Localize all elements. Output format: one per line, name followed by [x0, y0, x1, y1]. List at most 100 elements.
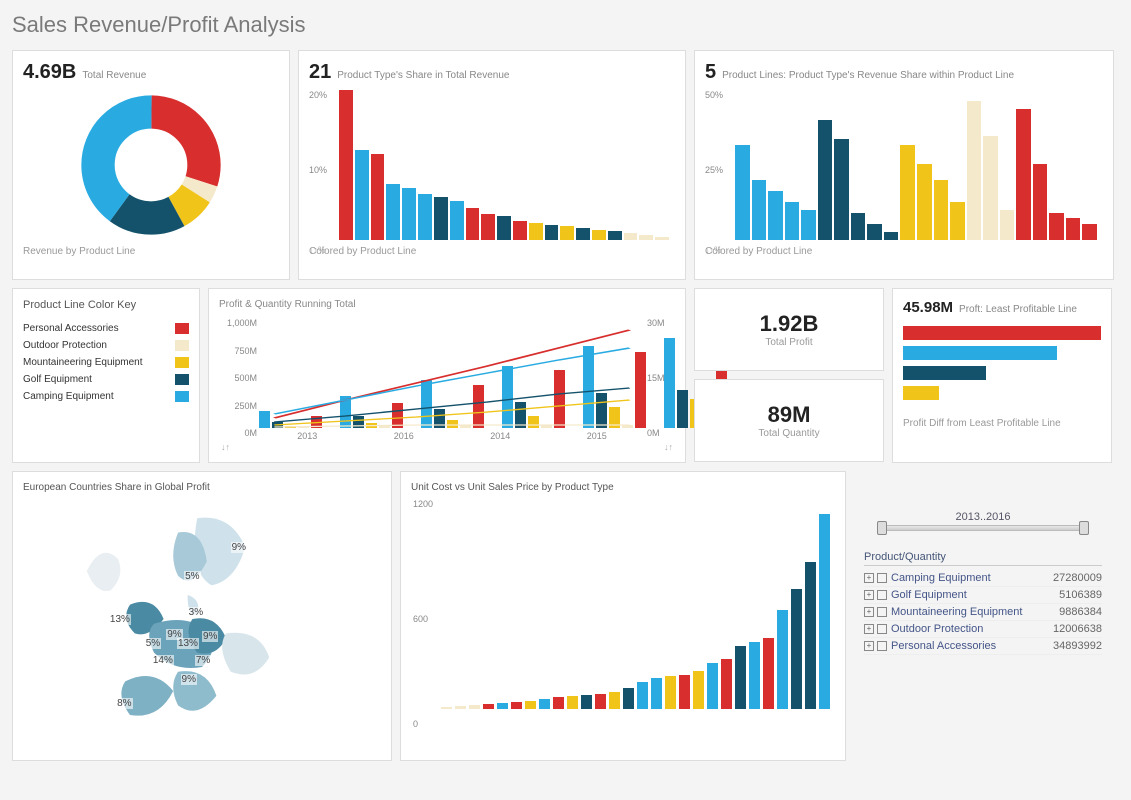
tree-row[interactable]: +Personal Accessories34893992: [864, 638, 1102, 655]
bar[interactable]: [623, 688, 634, 709]
bar[interactable]: [402, 188, 416, 241]
bar[interactable]: [434, 197, 448, 241]
bar[interactable]: [371, 154, 385, 240]
bar[interactable]: [777, 610, 788, 709]
bar[interactable]: [592, 230, 606, 241]
bar[interactable]: [819, 514, 830, 709]
bar[interactable]: [679, 675, 690, 709]
bar[interactable]: [768, 191, 783, 240]
bar[interactable]: [749, 642, 760, 709]
bar[interactable]: [513, 221, 527, 240]
tree-row[interactable]: +Golf Equipment5106389: [864, 587, 1102, 604]
slider-handle-left[interactable]: [877, 521, 887, 535]
bar[interactable]: [511, 702, 522, 709]
bar[interactable]: [1082, 224, 1097, 240]
bar[interactable]: [735, 145, 750, 240]
bar[interactable]: [355, 150, 369, 240]
bar[interactable]: [386, 184, 400, 240]
expand-icon[interactable]: +: [864, 624, 874, 634]
checkbox[interactable]: [877, 624, 887, 634]
bar[interactable]: [539, 699, 550, 710]
bar[interactable]: [525, 701, 536, 709]
checkbox[interactable]: [877, 607, 887, 617]
bar[interactable]: [851, 213, 866, 240]
bar[interactable]: [1049, 213, 1064, 240]
bar[interactable]: [785, 202, 800, 240]
checkbox[interactable]: [877, 573, 887, 583]
europe-map[interactable]: 9%5%3%13%9%5%13%9%14%7%9%8%: [23, 499, 381, 739]
sort-icon[interactable]: ↓↑: [664, 442, 673, 452]
bar[interactable]: [481, 214, 495, 240]
donut-chart[interactable]: [81, 95, 221, 235]
bar[interactable]: [867, 224, 882, 240]
bar[interactable]: [1000, 210, 1015, 240]
bar[interactable]: [581, 695, 592, 709]
bar[interactable]: [483, 704, 494, 709]
tree-row[interactable]: +Mountaineering Equipment9886384: [864, 604, 1102, 621]
bar[interactable]: [441, 707, 452, 709]
bar[interactable]: [818, 120, 833, 240]
scatter-chart[interactable]: 1200 600 0: [441, 499, 835, 729]
bar[interactable]: [1016, 109, 1031, 240]
bar[interactable]: [455, 706, 466, 709]
tree-row[interactable]: +Camping Equipment27280009: [864, 570, 1102, 587]
expand-icon[interactable]: +: [864, 590, 874, 600]
bar[interactable]: [967, 101, 982, 240]
bar[interactable]: [1066, 218, 1081, 240]
bar[interactable]: [934, 180, 949, 240]
legend-item[interactable]: Mountaineering Equipment: [23, 357, 189, 368]
bar[interactable]: [567, 696, 578, 709]
bar[interactable]: [752, 180, 767, 240]
bar[interactable]: [950, 202, 965, 240]
bar[interactable]: [801, 210, 816, 240]
bar[interactable]: [834, 139, 849, 240]
bar[interactable]: [900, 145, 915, 240]
bar[interactable]: [721, 659, 732, 709]
bar[interactable]: [466, 208, 480, 240]
bar[interactable]: [608, 231, 622, 240]
legend-item[interactable]: Personal Accessories: [23, 323, 189, 334]
bar21-chart[interactable]: [333, 90, 675, 240]
bar[interactable]: [560, 226, 574, 240]
bar[interactable]: [665, 676, 676, 709]
bar[interactable]: [609, 692, 620, 709]
bar[interactable]: [497, 216, 511, 240]
bar[interactable]: [595, 694, 606, 709]
sort-icon[interactable]: ↓↑: [221, 442, 230, 452]
checkbox[interactable]: [877, 641, 887, 651]
bar[interactable]: [529, 223, 543, 240]
expand-icon[interactable]: +: [864, 641, 874, 651]
bar[interactable]: [917, 164, 932, 240]
bar[interactable]: [639, 235, 653, 240]
bar[interactable]: [791, 589, 802, 709]
legend-item[interactable]: Golf Equipment: [23, 374, 189, 385]
bar[interactable]: [983, 136, 998, 240]
bar[interactable]: [707, 663, 718, 709]
bar[interactable]: [651, 678, 662, 710]
bar[interactable]: [553, 697, 564, 709]
running-chart[interactable]: 1,000M750M500M250M0M 30M15M0M: [259, 318, 645, 428]
bar[interactable]: [655, 237, 669, 240]
bar[interactable]: [805, 562, 816, 709]
bar[interactable]: [624, 233, 638, 240]
bar5-chart[interactable]: [729, 90, 1103, 240]
bar[interactable]: [763, 638, 774, 709]
bar[interactable]: [339, 90, 353, 240]
bar[interactable]: [735, 646, 746, 709]
bar[interactable]: [693, 671, 704, 709]
bar[interactable]: [637, 682, 648, 709]
bar[interactable]: [576, 228, 590, 240]
bar[interactable]: [545, 225, 559, 240]
bar[interactable]: [884, 232, 899, 240]
bar[interactable]: [469, 705, 480, 709]
tree-row[interactable]: +Outdoor Protection12006638: [864, 621, 1102, 638]
expand-icon[interactable]: +: [864, 607, 874, 617]
year-slider[interactable]: [880, 525, 1086, 531]
slider-handle-right[interactable]: [1079, 521, 1089, 535]
checkbox[interactable]: [877, 590, 887, 600]
legend-item[interactable]: Camping Equipment: [23, 391, 189, 402]
bar[interactable]: [450, 201, 464, 240]
bar[interactable]: [418, 194, 432, 241]
profit-diff-chart[interactable]: [903, 326, 1101, 400]
legend-item[interactable]: Outdoor Protection: [23, 340, 189, 351]
